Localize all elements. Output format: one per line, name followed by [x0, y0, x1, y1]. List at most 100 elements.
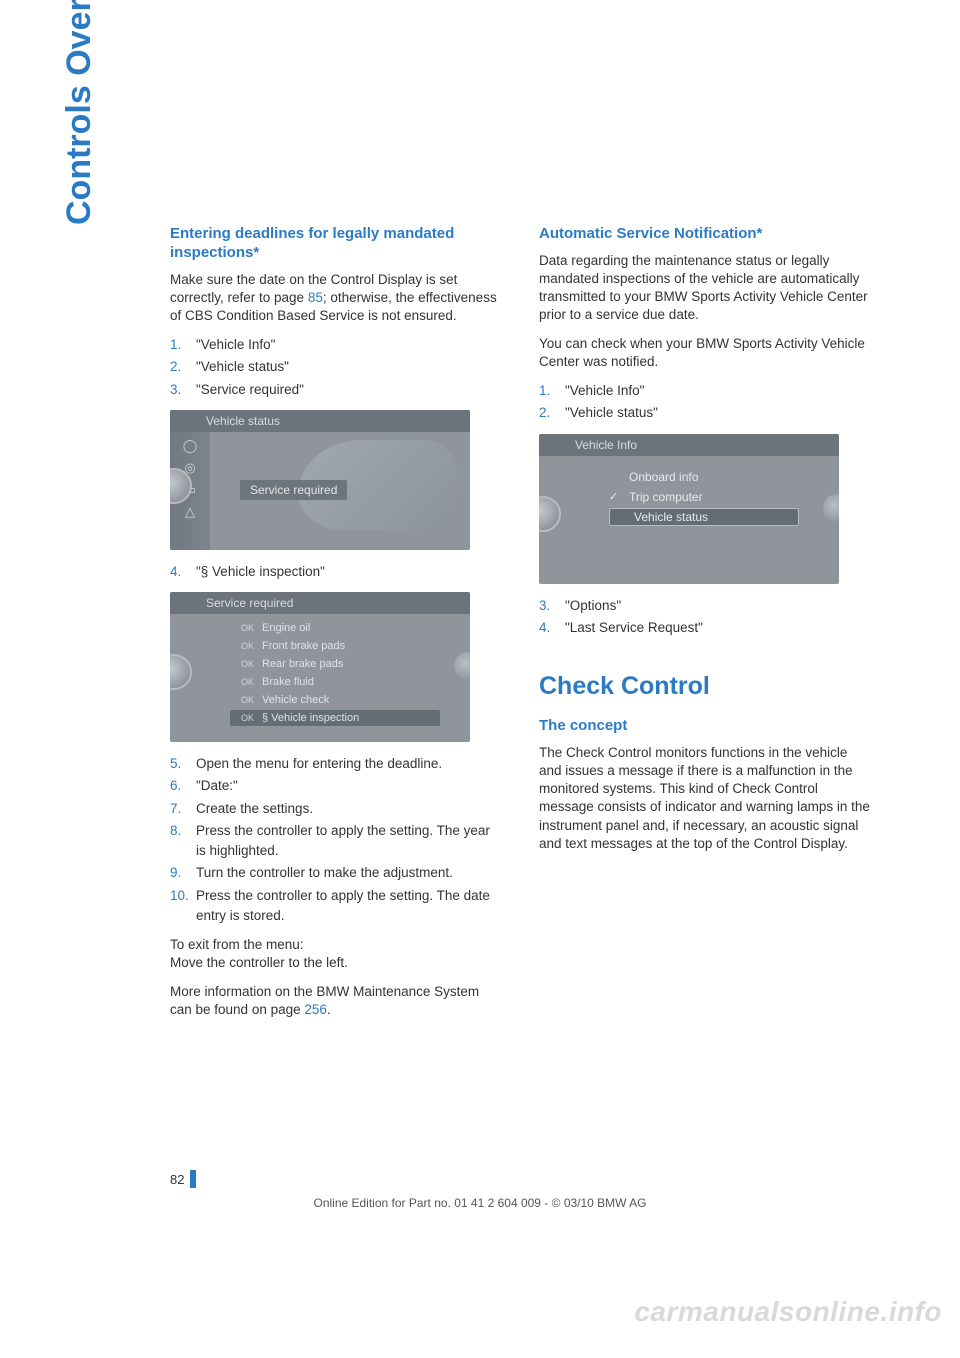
right-p2: You can check when your BMW Sports Activ… [539, 335, 870, 371]
step-number: 1. [539, 381, 565, 401]
row-label: Front brake pads [262, 640, 345, 652]
step-text: Press the controller to apply the settin… [196, 886, 501, 927]
step-text: "Last Service Request" [565, 618, 870, 638]
ribbon-icon: ◯ [183, 438, 198, 454]
step-number: 4. [539, 618, 565, 638]
page-ref-256[interactable]: 256 [304, 1002, 327, 1017]
screenshot-title: Vehicle Info [539, 434, 839, 456]
status-ok: OK [230, 623, 254, 633]
step-number: 9. [170, 863, 196, 883]
left-heading: Entering deadlines for legally mandated … [170, 225, 501, 263]
page-ref-85[interactable]: 85 [308, 290, 323, 305]
list-item: 9.Turn the controller to make the adjust… [170, 863, 501, 883]
list-item: OK Engine oil [230, 620, 440, 636]
menu-item: Onboard info [609, 468, 799, 486]
step-number: 10. [170, 886, 196, 927]
step-number: 4. [170, 562, 196, 582]
step-text: Open the menu for entering the deadline. [196, 754, 501, 774]
controller-knob-icon [539, 496, 561, 532]
step-number: 1. [170, 335, 196, 355]
list-item: 10.Press the controller to apply the set… [170, 886, 501, 927]
right-p3: The Check Control monitors functions in … [539, 744, 870, 853]
step-number: 2. [170, 357, 196, 377]
screenshot-service-required: Service required OK Engine oil OK Front br… [170, 592, 470, 742]
row-label: § Vehicle inspection [262, 712, 359, 724]
list-item: 2."Vehicle status" [539, 403, 870, 423]
menu-item-highlighted: Vehicle status [609, 508, 799, 526]
page-number-bar-icon [190, 1170, 196, 1188]
ribbon-icon: △ [185, 504, 195, 520]
list-item: OKVehicle check [230, 692, 440, 708]
step-number: 2. [539, 403, 565, 423]
screenshot-vehicle-info: Vehicle Info Onboard info ✓ Trip computer… [539, 434, 839, 584]
left-steps-b: 5.Open the menu for entering the deadlin… [170, 754, 501, 926]
list-item: 1."Vehicle Info" [170, 335, 501, 355]
status-ok: OK [230, 695, 254, 705]
list-item: 3."Options" [539, 596, 870, 616]
row-label: Engine oil [262, 622, 310, 634]
list-item: 6."Date:" [170, 776, 501, 796]
exit-instruction: To exit from the menu: Move the controll… [170, 936, 501, 972]
list-item: 4."Last Service Request" [539, 618, 870, 638]
more-info-b: . [327, 1002, 331, 1017]
row-label: Brake fluid [262, 676, 314, 688]
step-number: 3. [170, 380, 196, 400]
list-item: OK Brake fluid [230, 674, 440, 690]
left-column: Entering deadlines for legally mandated … [170, 225, 501, 1029]
step-text: Press the controller to apply the settin… [196, 821, 501, 862]
step-number: 5. [170, 754, 196, 774]
content-columns: Entering deadlines for legally mandated … [170, 225, 870, 1029]
status-ok: OK [230, 659, 254, 669]
list-item: 5.Open the menu for entering the deadlin… [170, 754, 501, 774]
check-icon: ✓ [609, 490, 625, 503]
step-text: "Date:" [196, 776, 501, 796]
screenshot-highlight-label: Service required [240, 480, 347, 500]
section-heading-check-control: Check Control [539, 672, 870, 701]
list-item: 1."Vehicle Info" [539, 381, 870, 401]
right-steps-a: 1."Vehicle Info" 2."Vehicle status" [539, 381, 870, 424]
row-label: Rear brake pads [262, 658, 343, 670]
step-text: Turn the controller to make the adjustme… [196, 863, 501, 883]
screenshot-title: Vehicle status [170, 410, 470, 432]
page-number: 82 [170, 1172, 184, 1187]
menu-item: ✓ Trip computer [609, 488, 799, 506]
page-number-wrap: 82 [170, 1170, 196, 1188]
step-text: "Vehicle status" [565, 403, 870, 423]
right-steps-b: 3."Options" 4."Last Service Request" [539, 596, 870, 639]
list-item: OK Front brake pads [230, 638, 440, 654]
step-number: 3. [539, 596, 565, 616]
list-item: 2."Vehicle status" [170, 357, 501, 377]
controller-knob-icon [170, 654, 192, 690]
step-number: 8. [170, 821, 196, 862]
status-ok: OK [230, 677, 254, 687]
step-text: "Vehicle Info" [565, 381, 870, 401]
menu-label: Onboard info [629, 470, 698, 484]
controller-knob-right-icon [823, 494, 839, 522]
step-text: "Vehicle Info" [196, 335, 501, 355]
page: Controls Overview Entering deadlines for… [0, 0, 960, 1358]
controller-knob-right-icon [454, 652, 470, 680]
screenshot-vehicle-status: Vehicle status ◯ ◎ ▭ △ Service required [170, 410, 470, 550]
left-intro: Make sure the date on the Control Displa… [170, 271, 501, 326]
menu-label: Trip computer [629, 490, 703, 504]
status-ok: OK [230, 641, 254, 651]
list-item: 4."§ Vehicle inspection" [170, 562, 501, 582]
right-column: Automatic Service Notification* Data reg… [539, 225, 870, 1029]
right-p1: Data regarding the maintenance status or… [539, 252, 870, 325]
side-section-label: Controls Overview [60, 0, 99, 225]
status-ok: OK [230, 713, 254, 723]
list-item: 8.Press the controller to apply the sett… [170, 821, 501, 862]
more-info: More information on the BMW Maintenance … [170, 983, 501, 1019]
step-text: Create the settings. [196, 799, 501, 819]
step-number: 7. [170, 799, 196, 819]
list-item: 7.Create the settings. [170, 799, 501, 819]
step-text: "Service required" [196, 380, 501, 400]
footer-text: Online Edition for Part no. 01 41 2 604 … [0, 1196, 960, 1210]
screenshot-title: Service required [170, 592, 470, 614]
menu-label: Vehicle status [634, 510, 708, 524]
step-text: "§ Vehicle inspection" [196, 562, 501, 582]
list-item: OK Rear brake pads [230, 656, 440, 672]
list-item-highlighted: OK § Vehicle inspection [230, 710, 440, 726]
right-heading-1: Automatic Service Notification* [539, 225, 870, 244]
step-text: "Options" [565, 596, 870, 616]
